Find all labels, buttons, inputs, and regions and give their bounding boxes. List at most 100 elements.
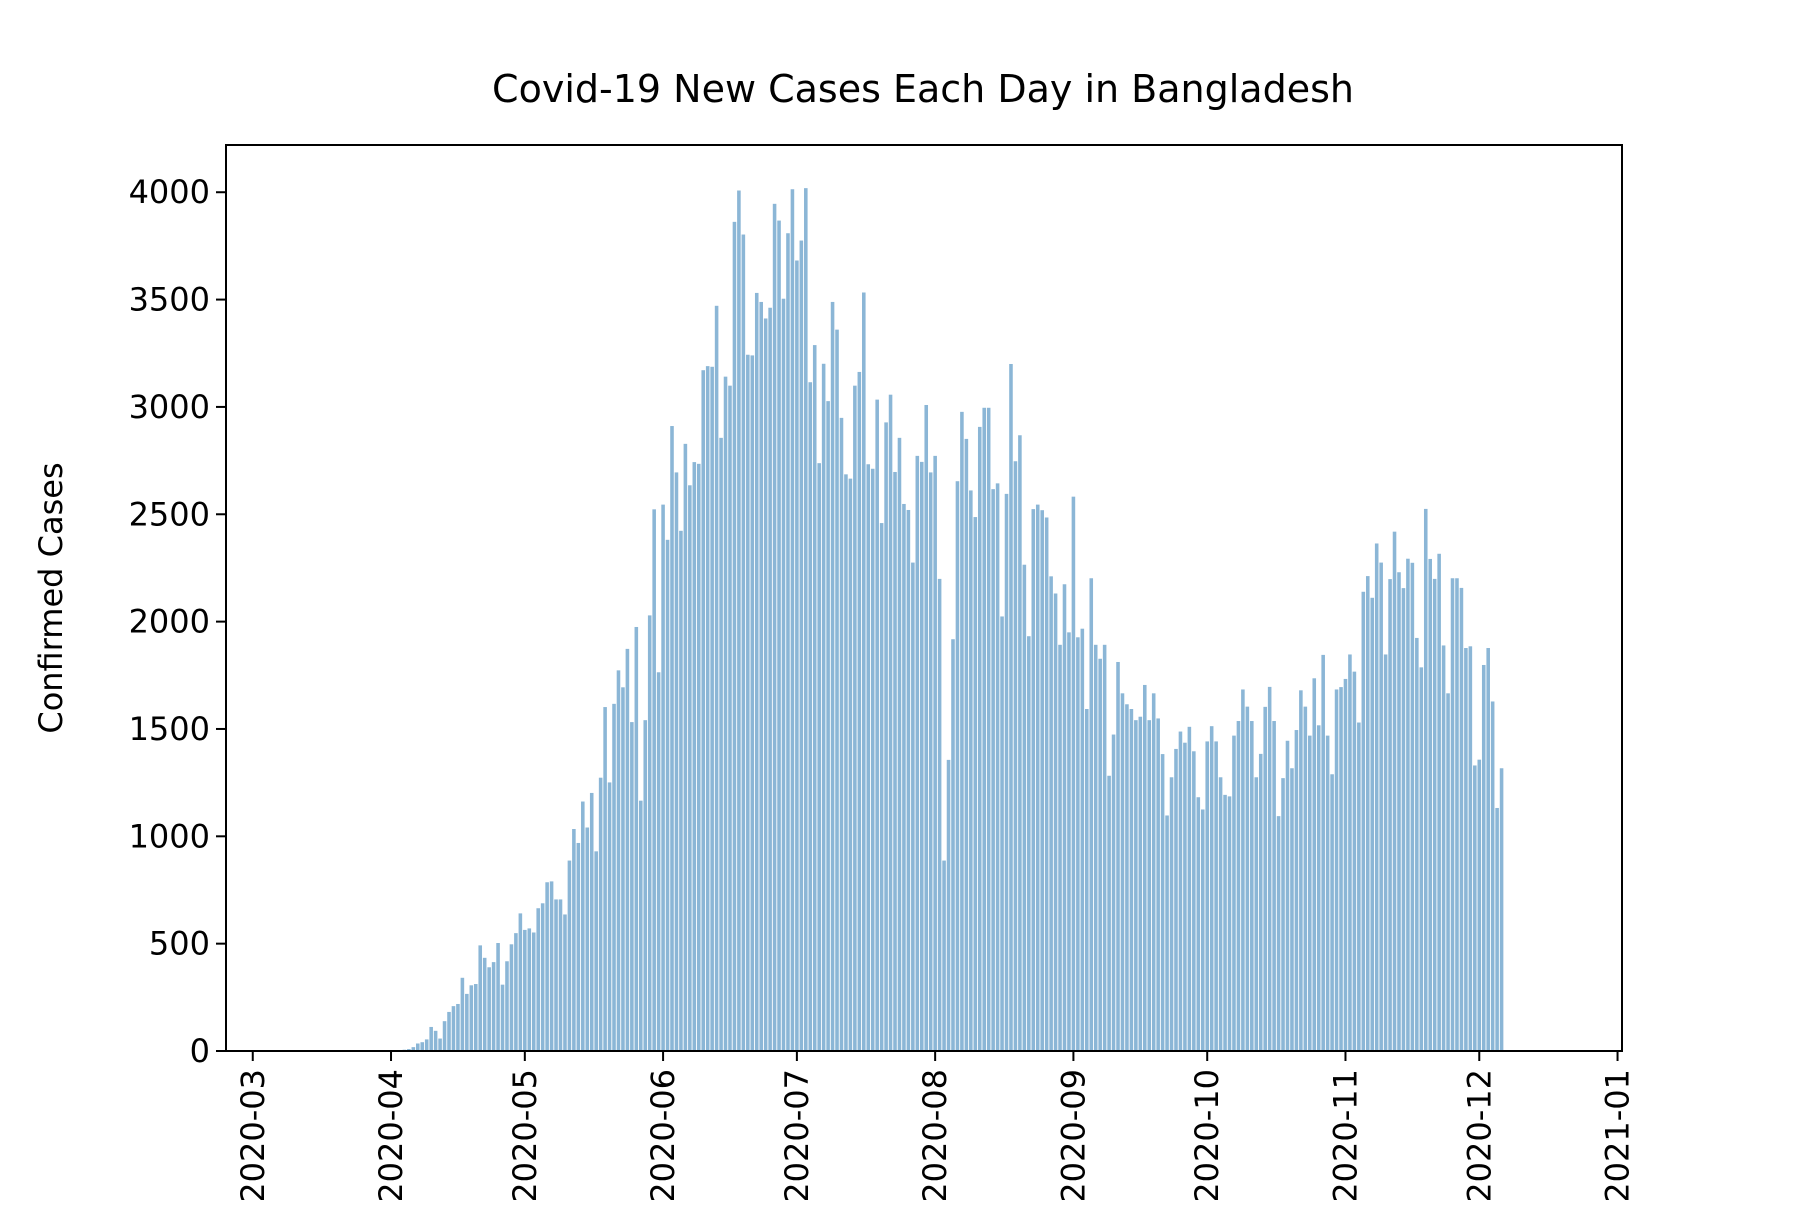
bar (733, 222, 737, 1051)
y-tick-label: 0 (190, 1032, 210, 1070)
bar (577, 843, 581, 1051)
bar (1482, 665, 1486, 1051)
x-tick-label: 2021-01 (1599, 1069, 1637, 1200)
bar (1107, 776, 1111, 1051)
bar (1428, 559, 1432, 1051)
bar (1281, 778, 1285, 1051)
bar (1415, 638, 1419, 1051)
bar (871, 469, 875, 1051)
bar (1023, 565, 1027, 1051)
bar (1312, 678, 1316, 1051)
bar (1411, 563, 1415, 1051)
bar (443, 1021, 447, 1051)
bar (804, 188, 808, 1051)
bar (965, 439, 969, 1051)
bar (1321, 655, 1325, 1051)
bar (1290, 768, 1294, 1051)
bar (893, 472, 897, 1051)
bar (465, 994, 469, 1051)
bar (612, 704, 616, 1051)
bar (1072, 497, 1076, 1051)
y-tick-label: 2000 (129, 603, 210, 641)
bar (1304, 707, 1308, 1051)
bar (519, 913, 523, 1051)
bar (1473, 765, 1477, 1051)
bar (679, 531, 683, 1051)
bar (461, 978, 465, 1051)
x-tick-label: 2020-07 (778, 1069, 816, 1200)
bar (456, 1004, 460, 1051)
bar (697, 464, 701, 1051)
bar (1192, 751, 1196, 1051)
bar (568, 861, 572, 1051)
bar (447, 1012, 451, 1051)
bar (764, 318, 768, 1051)
bar (617, 670, 621, 1051)
bar (1143, 685, 1147, 1051)
bar (728, 386, 732, 1051)
bar (1500, 768, 1504, 1051)
bar (1348, 654, 1352, 1051)
bar (929, 472, 933, 1051)
bar (1156, 718, 1160, 1051)
bar (768, 308, 772, 1051)
bar (1486, 648, 1490, 1051)
chart-title: Covid-19 New Cases Each Day in Banglades… (492, 67, 1354, 111)
bar (1451, 578, 1455, 1051)
bar (1335, 689, 1339, 1051)
bar (1442, 645, 1446, 1051)
bar (630, 722, 634, 1051)
bar (510, 944, 514, 1051)
bar (715, 306, 719, 1051)
bar (1237, 721, 1241, 1051)
bar (800, 241, 804, 1051)
bar (1134, 720, 1138, 1051)
bar (599, 778, 603, 1051)
bar (1254, 777, 1258, 1051)
bar (483, 958, 487, 1051)
bar (470, 985, 474, 1051)
bar (608, 782, 612, 1051)
bar (1089, 578, 1093, 1051)
bar (1460, 588, 1464, 1051)
bar (1130, 709, 1134, 1051)
bar (1420, 667, 1424, 1051)
bar (916, 456, 920, 1051)
bar (1049, 576, 1053, 1051)
bar (759, 302, 763, 1051)
bar (478, 945, 482, 1051)
bar (1112, 735, 1116, 1051)
bar (434, 1031, 438, 1051)
bar (1179, 732, 1183, 1051)
x-tick-label: 2020-10 (1188, 1069, 1226, 1200)
bar (1197, 797, 1201, 1051)
bar (951, 639, 955, 1051)
bar (1388, 579, 1392, 1051)
bar (1464, 648, 1468, 1051)
bar (1081, 629, 1085, 1051)
bar (559, 899, 563, 1051)
bars-group (394, 188, 1504, 1051)
bar (572, 829, 576, 1051)
bar (563, 914, 567, 1051)
bar (1353, 672, 1357, 1051)
bar (523, 930, 527, 1051)
bar (1308, 736, 1312, 1051)
bar (737, 191, 741, 1051)
bar (532, 932, 536, 1051)
bar (661, 505, 665, 1051)
bar (1272, 721, 1276, 1051)
bar (474, 984, 478, 1051)
bar (813, 345, 817, 1051)
bar (866, 464, 870, 1051)
x-tick-label: 2020-11 (1326, 1069, 1364, 1200)
bar (1495, 808, 1499, 1051)
bar (849, 479, 853, 1051)
bar (501, 985, 505, 1051)
bar (1402, 588, 1406, 1051)
bar (1152, 693, 1156, 1051)
bar (1058, 645, 1062, 1051)
bar (1263, 707, 1267, 1051)
bar (657, 672, 661, 1051)
